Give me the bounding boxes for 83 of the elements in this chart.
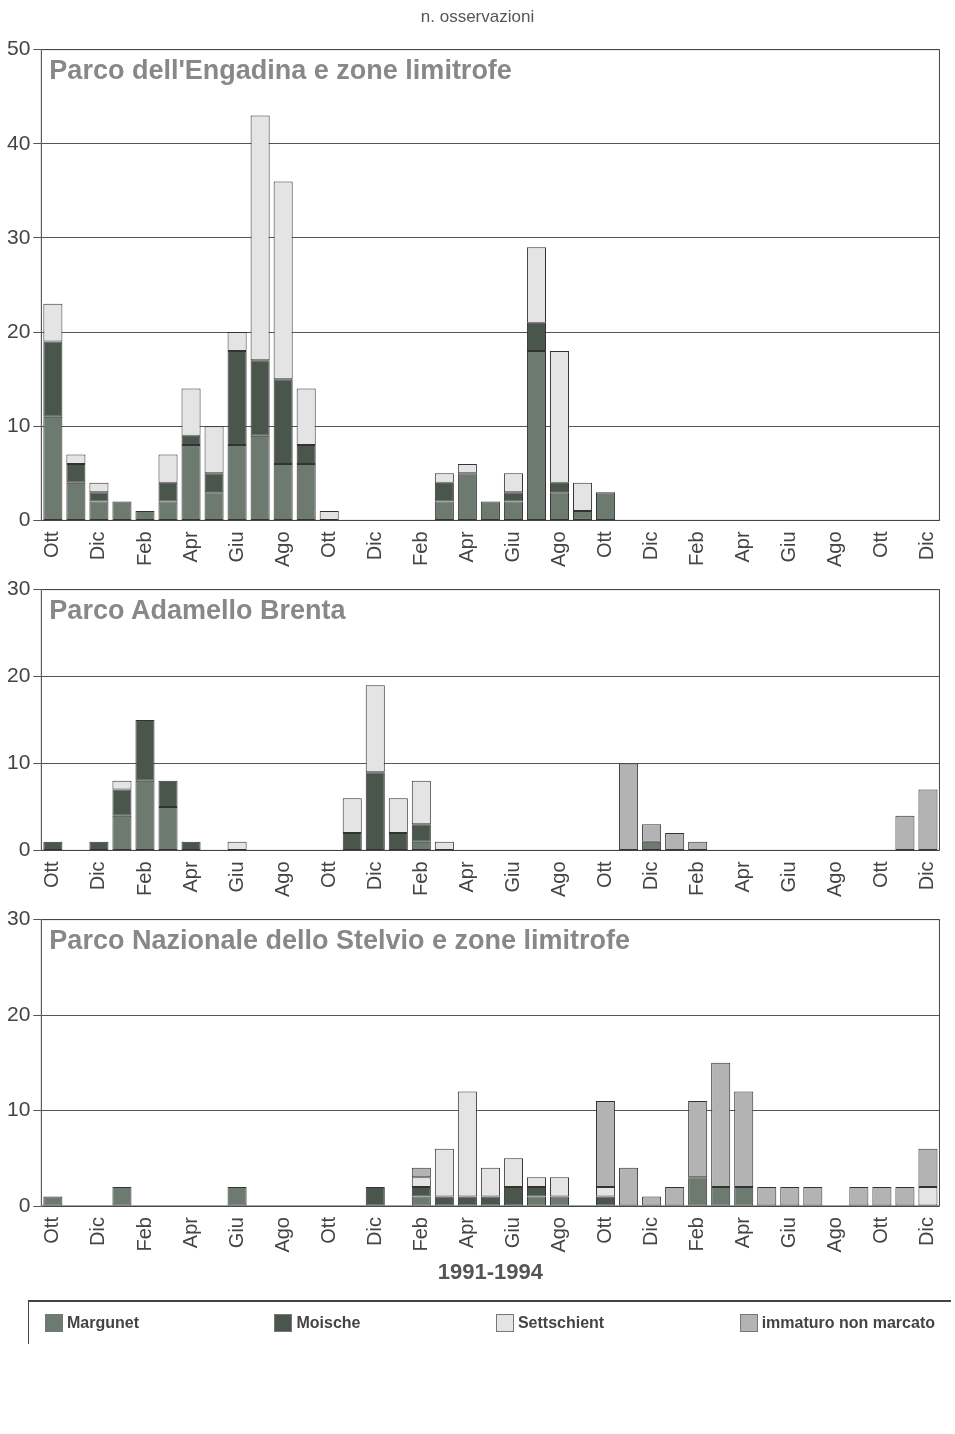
x-tick-label: Dic [362, 861, 385, 891]
x-tick-label: Apr [731, 1216, 754, 1249]
x-tick-label: Dic [362, 531, 385, 561]
x-tick-label: Ott [593, 1216, 616, 1244]
x-tick-label: Giu [777, 531, 800, 563]
x-tick-label: Ago [823, 1217, 846, 1253]
y-tick-label: 20 [7, 1001, 31, 1025]
x-tick-label: Feb [408, 861, 431, 896]
x-tick-label: Apr [454, 1216, 477, 1249]
x-tick-label: Dic [86, 861, 109, 891]
y-tick-label: 30 [7, 906, 31, 930]
x-tick-label: Ott [593, 530, 616, 559]
y-tick-label: 0 [18, 1192, 31, 1216]
x-tick-label: Dic [639, 1217, 662, 1246]
x-tick-label: Ott [40, 860, 63, 889]
x-tick-label: Ago [270, 1217, 293, 1253]
x-tick-label: Apr [178, 1216, 201, 1249]
x-tick-label: Giu [777, 1217, 800, 1249]
y-tick-label: 10 [7, 750, 31, 774]
x-tick-label: Ott [869, 1216, 892, 1244]
x-tick-label: Ago [823, 531, 846, 568]
x-tick-label: Ott [316, 530, 339, 559]
x-tick-label: Giu [777, 861, 800, 893]
x-tick-label: Apr [454, 861, 477, 893]
x-tick-label: Ott [316, 860, 339, 889]
x-tick-label: Feb [132, 531, 155, 566]
y-tick-label: 20 [7, 663, 31, 687]
chart-title: Parco Adamello Brenta [49, 594, 347, 625]
x-tick-label: Dic [915, 861, 938, 891]
x-tick-label: Ott [316, 1216, 339, 1244]
x-axis-title: 1991-1994 [437, 1258, 544, 1284]
x-tick-label: Dic [639, 861, 662, 891]
chart-title: Parco Nazionale dello Stelvio e zone limitrofe [49, 924, 631, 955]
x-tick-label: Dic [362, 1217, 385, 1246]
x-tick-label: Giu [500, 861, 523, 893]
y-tick-label: 30 [7, 224, 31, 248]
x-tick-label: Ott [40, 1216, 63, 1244]
x-tick-label: Ago [547, 1217, 570, 1253]
x-tick-label: Dic [915, 531, 938, 561]
x-tick-label: Apr [178, 531, 201, 563]
x-tick-label: Feb [408, 531, 431, 566]
legend-label: Settschient [517, 1314, 605, 1332]
x-tick-label: Dic [86, 531, 109, 561]
chart-title: Parco dell'Engadina e zone limitrofe [49, 54, 512, 85]
legend-label: Margunet [67, 1314, 139, 1332]
x-tick-label: Apr [454, 531, 477, 563]
x-tick-label: Apr [731, 531, 754, 563]
x-tick-label: Dic [639, 531, 662, 561]
y-tick-label: 0 [18, 837, 31, 861]
y-tick-label: 50 [7, 36, 31, 60]
x-tick-label: Feb [685, 1217, 708, 1252]
y-tick-label: 30 [7, 576, 31, 600]
legend-label: Moische [296, 1314, 361, 1332]
x-tick-label: Ott [869, 530, 892, 559]
y-tick-label: 0 [18, 507, 31, 531]
y-tick-label: 10 [7, 413, 31, 437]
legend-label: immaturo non marcato [761, 1314, 935, 1332]
x-tick-label: Apr [731, 861, 754, 893]
y-tick-label: 10 [7, 1097, 31, 1121]
x-tick-label: Giu [224, 531, 247, 563]
y-tick-label: 20 [7, 318, 31, 342]
x-tick-label: Giu [500, 1217, 523, 1249]
x-tick-label: Ott [869, 860, 892, 889]
x-tick-label: Dic [915, 1217, 938, 1246]
x-tick-label: Ott [40, 530, 63, 559]
x-tick-label: Ago [547, 861, 570, 898]
x-tick-label: Feb [685, 531, 708, 566]
x-tick-label: Feb [132, 1217, 155, 1252]
x-tick-label: Feb [685, 861, 708, 896]
x-tick-label: Giu [500, 531, 523, 563]
x-tick-label: Ago [270, 531, 293, 568]
x-tick-label: Giu [224, 1217, 247, 1249]
x-tick-label: Ott [593, 860, 616, 889]
x-tick-label: Feb [408, 1217, 431, 1252]
x-tick-label: Dic [86, 1217, 109, 1246]
x-tick-label: Ago [823, 861, 846, 898]
x-tick-label: Ago [547, 531, 570, 568]
x-tick-label: Feb [132, 861, 155, 896]
x-tick-label: Apr [178, 861, 201, 893]
x-tick-label: Ago [270, 861, 293, 898]
y-tick-label: 40 [7, 130, 31, 154]
y-axis-title: n. osservazioni [419, 6, 536, 28]
x-tick-label: Giu [224, 861, 247, 893]
